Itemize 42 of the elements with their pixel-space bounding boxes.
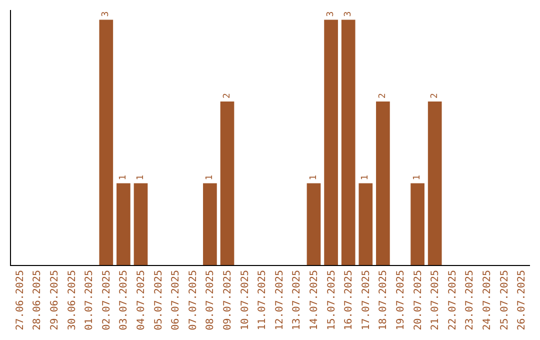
x-tick-label: 03.07.2025 [118, 270, 130, 330]
x-tick-label: 27.06.2025 [14, 270, 26, 330]
x-tick-label: 07.07.2025 [188, 270, 199, 330]
data-label: 1 [118, 174, 128, 180]
x-tick-label: 29.06.2025 [50, 270, 60, 330]
data-label: 3 [101, 11, 112, 17]
x-tick-label: 20.07.2025 [412, 270, 424, 330]
x-tick-label: 15.07.2025 [326, 270, 338, 330]
data-label: 1 [360, 174, 371, 180]
data-label: 1 [308, 174, 319, 180]
x-tick-label: 13.07.2025 [292, 270, 303, 330]
x-tick-label: 30.06.2025 [66, 270, 78, 330]
data-label: 3 [343, 11, 354, 17]
x-tick-label: 23.07.2025 [464, 270, 476, 330]
data-label: 2 [378, 93, 388, 99]
x-tick-label: 14.07.2025 [309, 270, 320, 330]
x-tick-label: 06.07.2025 [170, 270, 182, 330]
x-tick-label: 25.07.2025 [499, 270, 510, 330]
x-tick-label: 17.07.2025 [360, 270, 372, 330]
x-tick-label: 04.07.2025 [136, 270, 147, 330]
data-label: 1 [412, 174, 423, 180]
data-label: 2 [430, 93, 440, 99]
x-tick-label: 09.07.2025 [222, 270, 234, 330]
x-tick-label: 01.07.2025 [84, 270, 96, 330]
x-tick-label: 21.07.2025 [430, 270, 442, 330]
x-tick-label: 12.07.2025 [274, 270, 286, 330]
data-label: 1 [136, 174, 146, 180]
data-label: 2 [222, 93, 232, 99]
data-label: 3 [326, 11, 336, 17]
x-tick-label: 28.06.2025 [32, 270, 44, 330]
x-tick-label: 26.07.2025 [516, 270, 528, 330]
data-label: 1 [204, 174, 215, 180]
x-tick-label: 18.07.2025 [378, 270, 390, 330]
x-tick-label: 05.07.2025 [153, 270, 164, 330]
x-tick-label: 22.07.2025 [447, 270, 458, 330]
x-tick-label: 16.07.2025 [344, 270, 355, 330]
x-tick-label: 24.07.2025 [482, 270, 493, 330]
x-tick-label: 11.07.2025 [257, 270, 268, 330]
x-tick-label: 02.07.2025 [101, 270, 112, 330]
x-tick-label: 19.07.2025 [396, 270, 406, 330]
x-tick-label: 08.07.2025 [205, 270, 216, 330]
x-tick-label: 10.07.2025 [240, 270, 251, 330]
